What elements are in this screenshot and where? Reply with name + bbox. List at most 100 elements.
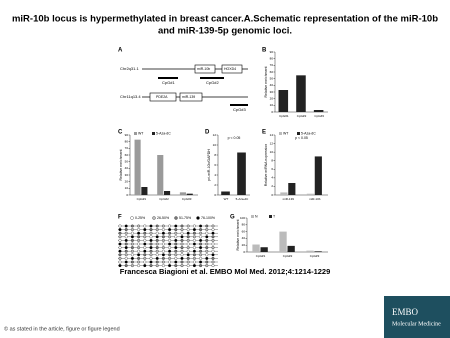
cpg-site <box>168 256 172 260</box>
cpg-site <box>205 264 209 268</box>
cpg-site <box>130 249 134 253</box>
label: 90 <box>270 50 274 54</box>
cpg-site <box>168 264 172 268</box>
cpg-site <box>143 228 147 232</box>
cpg-site <box>211 242 215 246</box>
label: 50 <box>270 76 274 80</box>
cpg-site <box>143 264 147 268</box>
label: 80 <box>125 139 129 143</box>
label: 26-50% <box>157 216 169 220</box>
cpg-site <box>161 246 165 250</box>
label: 10 <box>270 103 274 107</box>
cpg-site <box>186 231 190 235</box>
cpg-site <box>192 242 196 246</box>
label: CpG#3 <box>310 254 320 258</box>
cpg-site <box>137 242 141 246</box>
cpg-site <box>161 253 165 257</box>
label: 60 <box>270 70 274 74</box>
cpg-site <box>118 242 122 246</box>
label: CpG#1 <box>279 114 289 118</box>
cpg-site <box>118 235 122 239</box>
cpg-site <box>161 235 165 239</box>
label: WT <box>283 131 289 135</box>
cpg-site <box>137 224 141 228</box>
cpg-site <box>174 235 178 239</box>
logo-text: Molecular Medicine <box>392 321 441 327</box>
cpg-site <box>180 235 184 239</box>
bar <box>237 152 246 195</box>
cpg-site <box>130 253 134 257</box>
label: WT <box>138 131 144 135</box>
cpg-site <box>161 249 165 253</box>
legend-dot <box>152 216 156 220</box>
cpg-site <box>149 253 153 257</box>
label: 60 <box>242 229 246 233</box>
bar <box>314 156 322 195</box>
cpg-site <box>174 260 178 264</box>
title-line: miR-10b locus is hypermethylated in brea… <box>12 14 438 25</box>
label: Relative enrichment <box>264 67 268 98</box>
label: 10 <box>270 150 274 154</box>
cpg-site <box>149 238 153 242</box>
cpg-site <box>199 264 203 268</box>
cpg-site <box>180 264 184 268</box>
legend-swatch <box>279 132 282 135</box>
cpg-site <box>130 228 134 232</box>
gene-box <box>179 92 203 102</box>
label: 30 <box>270 90 274 94</box>
cpg-site <box>124 256 128 260</box>
bar <box>306 250 314 252</box>
label: 0 <box>126 193 128 197</box>
label: 40 <box>270 83 274 87</box>
cpg-site <box>149 242 153 246</box>
cpg-site <box>161 242 165 246</box>
cpg-site <box>205 231 209 235</box>
label: 40 <box>125 166 129 170</box>
cpg-site <box>199 253 203 257</box>
label: Relative enrichment <box>119 150 123 181</box>
label: 100 <box>240 216 245 220</box>
legend-swatch <box>134 132 137 135</box>
bar <box>134 139 141 195</box>
label: 90 <box>125 133 129 137</box>
label: miR-10b <box>197 67 210 71</box>
cpg-site <box>118 249 122 253</box>
cpg-site <box>118 246 122 250</box>
cpg-site <box>205 224 209 228</box>
bar <box>164 191 171 195</box>
cpg-site <box>161 228 165 232</box>
cpg-site <box>124 264 128 268</box>
label: 2 <box>214 183 216 187</box>
gene-box <box>194 64 216 74</box>
cpg-site <box>186 224 190 228</box>
label: 14 <box>270 133 274 137</box>
cpg-site <box>180 224 184 228</box>
cpg-site <box>205 238 209 242</box>
cpg-site <box>180 246 184 250</box>
cpg-site <box>211 253 215 257</box>
cpg-site <box>130 231 134 235</box>
cpg-site <box>192 224 196 228</box>
label: HOXD4 <box>224 67 236 71</box>
cpg-site <box>192 228 196 232</box>
cpg-site <box>205 242 209 246</box>
cpg-site <box>192 238 196 242</box>
cpg-site <box>143 260 147 264</box>
cpg-site <box>211 249 215 253</box>
bar <box>306 193 314 195</box>
cpg-site <box>174 249 178 253</box>
cpg-site <box>192 260 196 264</box>
cpg-bar <box>200 77 224 79</box>
label: CpG#2 <box>297 114 307 118</box>
label: CpG#1 <box>137 197 147 201</box>
label: WT <box>224 197 229 201</box>
cpg-site <box>143 246 147 250</box>
cpg-site <box>155 246 159 250</box>
cpg-site <box>174 242 178 246</box>
logo-box <box>384 296 450 338</box>
cpg-site <box>211 256 215 260</box>
cpg-site <box>186 253 190 257</box>
cpg-site <box>124 224 128 228</box>
label: 30 <box>125 173 129 177</box>
